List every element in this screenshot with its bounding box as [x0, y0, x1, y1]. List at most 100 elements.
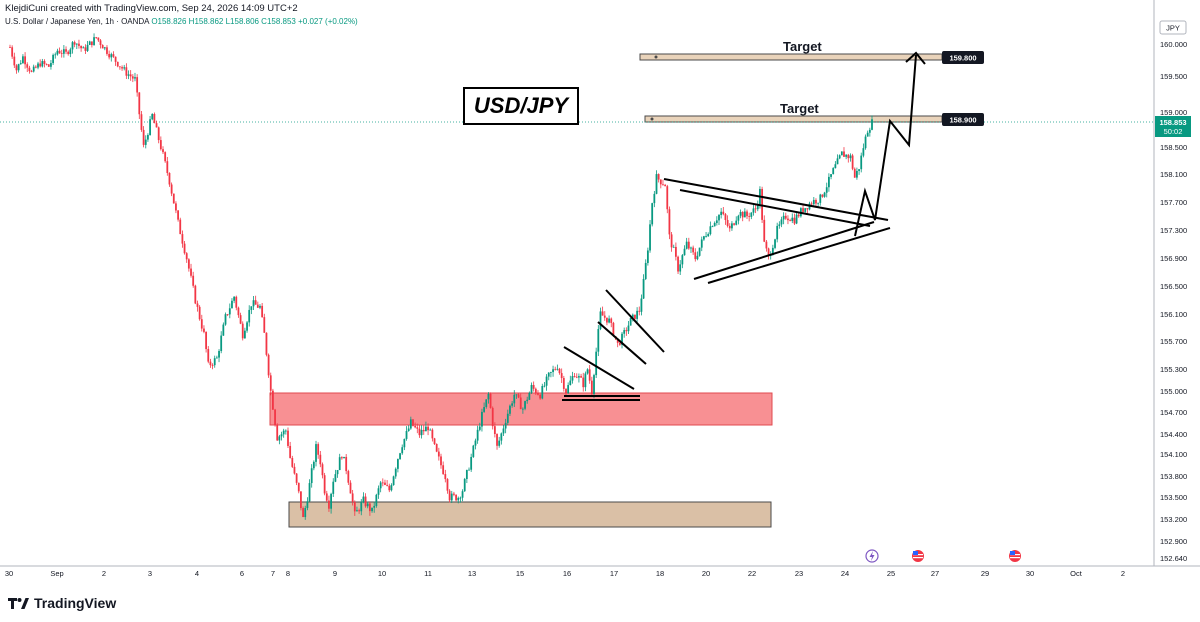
candle-body — [86, 44, 89, 51]
candle-body — [629, 317, 632, 326]
candle-body — [235, 296, 238, 308]
candle-body — [871, 119, 873, 130]
candle-body — [733, 223, 735, 225]
candle-body — [817, 202, 820, 204]
candle-body — [366, 503, 369, 507]
candle-body — [515, 394, 518, 396]
candle-body — [97, 37, 100, 41]
candle-body — [741, 212, 744, 218]
candle-body — [437, 451, 440, 457]
candle-body — [405, 431, 408, 439]
chart-background — [0, 0, 1200, 586]
candle-body — [550, 372, 552, 373]
candle-body — [418, 428, 421, 436]
candle-body — [272, 390, 274, 410]
candle-body — [569, 380, 572, 386]
candle-body — [121, 67, 123, 69]
current-price-value: 158.853 — [1159, 118, 1186, 127]
candle-body — [774, 239, 776, 248]
candle-body — [534, 388, 537, 394]
candle-body — [192, 275, 195, 286]
candle-body — [239, 315, 242, 324]
price-tick-label: 159.500 — [1160, 72, 1187, 81]
candle-body — [696, 255, 699, 260]
triangle-lower-line-2 — [707, 227, 891, 284]
tradingview-logo[interactable]: TradingView — [8, 595, 116, 611]
candle-body — [694, 252, 697, 260]
candle-body — [597, 329, 600, 352]
symbol-name[interactable]: U.S. Dollar / Japanese Yen, 1h · OANDA — [5, 17, 150, 26]
target-2-zone[interactable] — [644, 115, 943, 123]
candle-body — [246, 322, 248, 331]
price-tick-label: 153.500 — [1160, 493, 1187, 502]
candle-body — [493, 426, 496, 434]
currency-button[interactable] — [1159, 20, 1187, 35]
candle-body — [302, 508, 304, 518]
candle-body — [657, 174, 660, 180]
candle-body — [371, 507, 373, 512]
candle-body — [670, 234, 673, 248]
candle-body — [500, 433, 503, 441]
time-tick-label: 27 — [931, 569, 939, 578]
target-1-zone[interactable] — [639, 53, 943, 61]
candle-body — [282, 430, 285, 435]
candle-body — [711, 226, 714, 228]
candle-body — [332, 481, 335, 494]
candle-body — [321, 464, 324, 476]
candle-body — [612, 322, 615, 337]
candle-body — [698, 247, 701, 256]
candle-body — [532, 384, 535, 389]
candle-body — [819, 194, 822, 203]
candle-body — [465, 470, 468, 479]
price-tick-label: 154.100 — [1160, 450, 1187, 459]
candle-body — [409, 419, 412, 429]
candle-body — [435, 443, 438, 452]
flag-stripe-icon — [1010, 557, 1020, 559]
candle-body — [112, 54, 115, 57]
candle-body — [15, 65, 18, 71]
candle-body — [69, 49, 72, 55]
candle-body — [866, 132, 869, 137]
candle-body — [328, 500, 330, 509]
candle-body — [164, 152, 167, 162]
candle-body — [377, 488, 380, 495]
candle-body — [58, 50, 61, 54]
candle-body — [496, 433, 498, 446]
candle-body — [513, 394, 516, 404]
candle-body — [177, 210, 179, 220]
candle-body — [24, 56, 26, 65]
candle-body — [545, 376, 548, 386]
candle-body — [530, 384, 533, 393]
candle-body — [429, 429, 432, 431]
candle-body — [310, 468, 313, 484]
candle-body — [190, 268, 192, 276]
candle-body — [243, 330, 246, 339]
candle-body — [306, 501, 309, 509]
candle-body — [138, 92, 141, 115]
price-tick-label: 155.700 — [1160, 337, 1187, 346]
candle-body — [720, 211, 723, 216]
candle-body — [103, 47, 106, 49]
candle-body — [399, 453, 401, 460]
candle-body — [155, 123, 158, 128]
candle-body — [521, 408, 524, 410]
candle-body — [748, 216, 751, 217]
candle-body — [194, 285, 197, 304]
target-2-anchor — [650, 117, 654, 121]
candle-body — [13, 56, 16, 66]
candle-body — [362, 496, 365, 503]
candle-body — [412, 419, 414, 426]
candle-body — [142, 129, 145, 145]
candle-body — [778, 224, 781, 226]
candle-body — [588, 369, 591, 381]
candle-body — [343, 456, 345, 459]
candle-body — [431, 429, 434, 439]
candle-body — [168, 172, 171, 185]
price-chart[interactable]: Target Target 159.800 158.900 160.000159… — [0, 0, 1200, 586]
candle-body — [347, 471, 350, 483]
candle-body — [649, 224, 651, 251]
candle-body — [65, 49, 67, 52]
candle-body — [845, 154, 848, 157]
candle-body — [41, 61, 44, 67]
candle-body — [812, 199, 815, 205]
